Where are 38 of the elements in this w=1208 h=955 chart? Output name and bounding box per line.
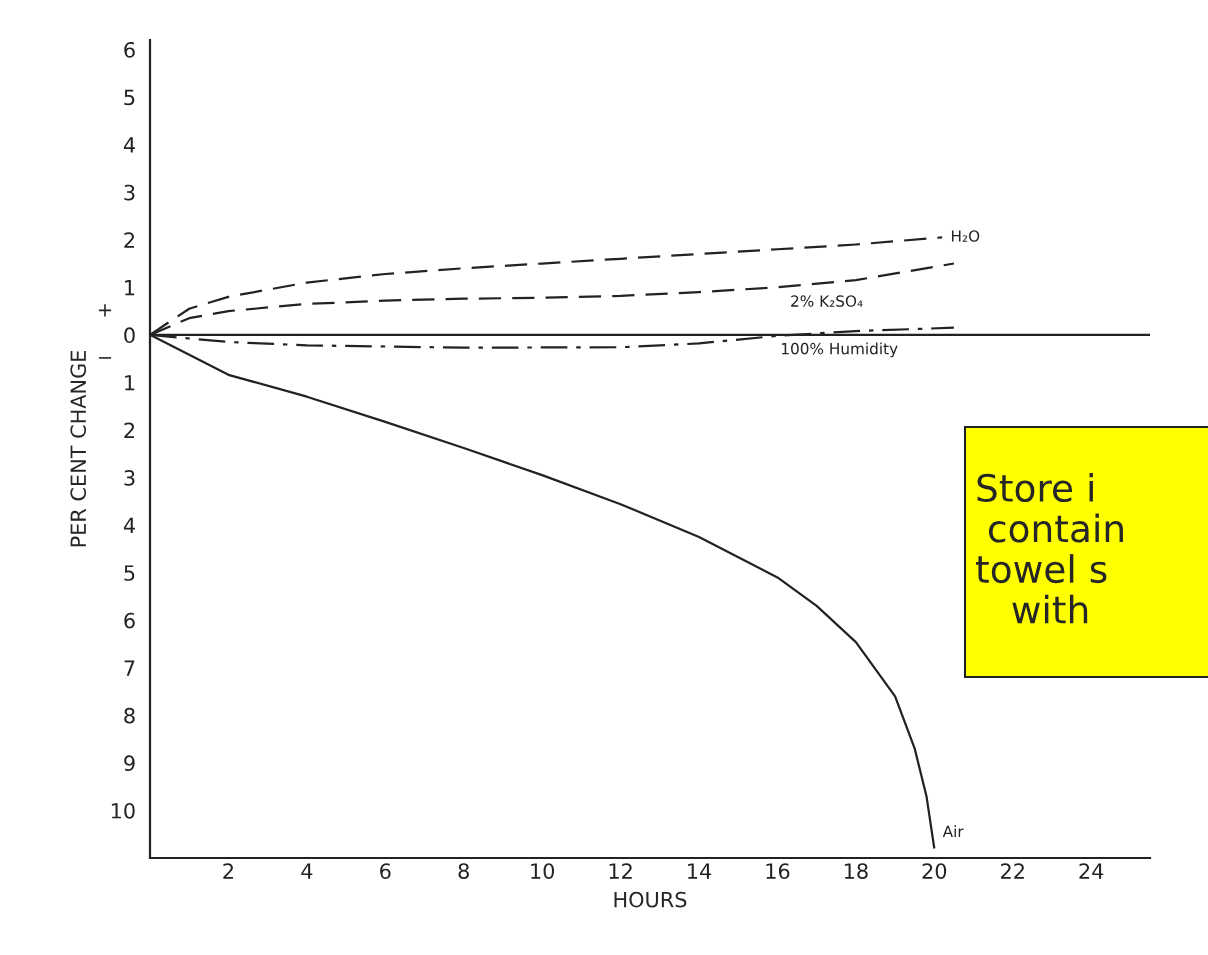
x-tick-label: 10 — [531, 863, 555, 879]
y-tick-label: 4 — [123, 137, 135, 153]
x-axis-title: HOURS — [614, 891, 687, 908]
x-tick-label: 18 — [844, 863, 868, 879]
y-tick-label: 5 — [124, 89, 135, 106]
x-tick-label: 4 — [301, 863, 313, 879]
x-tick-label: 24 — [1079, 863, 1104, 879]
x-tick-label: 16 — [766, 863, 790, 879]
x-tick-label: 6 — [380, 863, 391, 879]
y-tick-label: 2 — [124, 422, 135, 438]
y-tick-label: 0 — [124, 327, 135, 344]
x-tick-label: 2 — [223, 863, 233, 879]
series-label: 2% K₂SO₄ — [791, 295, 863, 307]
y-tick-label: 1 — [125, 280, 135, 296]
x-tick-label: 12 — [609, 863, 632, 879]
y-tick-label: 10 — [111, 802, 135, 819]
series-label: Air — [942, 825, 964, 837]
y-tick-label: 2 — [124, 232, 135, 248]
y-tick-label: 6 — [124, 41, 135, 58]
y-tick-label: 5 — [124, 565, 135, 581]
text: + — [98, 304, 112, 317]
y-axis-title: PER CENT CHANGE — [70, 350, 87, 547]
y-tick-label: 9 — [124, 755, 135, 772]
series-label: H₂O — [951, 230, 980, 242]
x-tick-label: 8 — [458, 863, 469, 879]
series-label: 100% Humidity — [781, 342, 898, 358]
y-tick-label: 6 — [124, 612, 135, 629]
y-tick-label: 4 — [123, 517, 135, 534]
x-tick-label: 20 — [922, 863, 947, 879]
y-tick-label: 3 — [124, 469, 135, 486]
x-tick-label: 22 — [1001, 863, 1024, 879]
x-tick-label: 14 — [688, 863, 712, 879]
annotation: Store i contain towel s with — [976, 473, 1123, 624]
y-tick-label: 7 — [124, 660, 135, 676]
y-tick-label: 8 — [124, 707, 135, 724]
text: − — [98, 357, 112, 359]
y-tick-label: 1 — [125, 375, 135, 391]
y-tick-label: 3 — [124, 184, 135, 201]
